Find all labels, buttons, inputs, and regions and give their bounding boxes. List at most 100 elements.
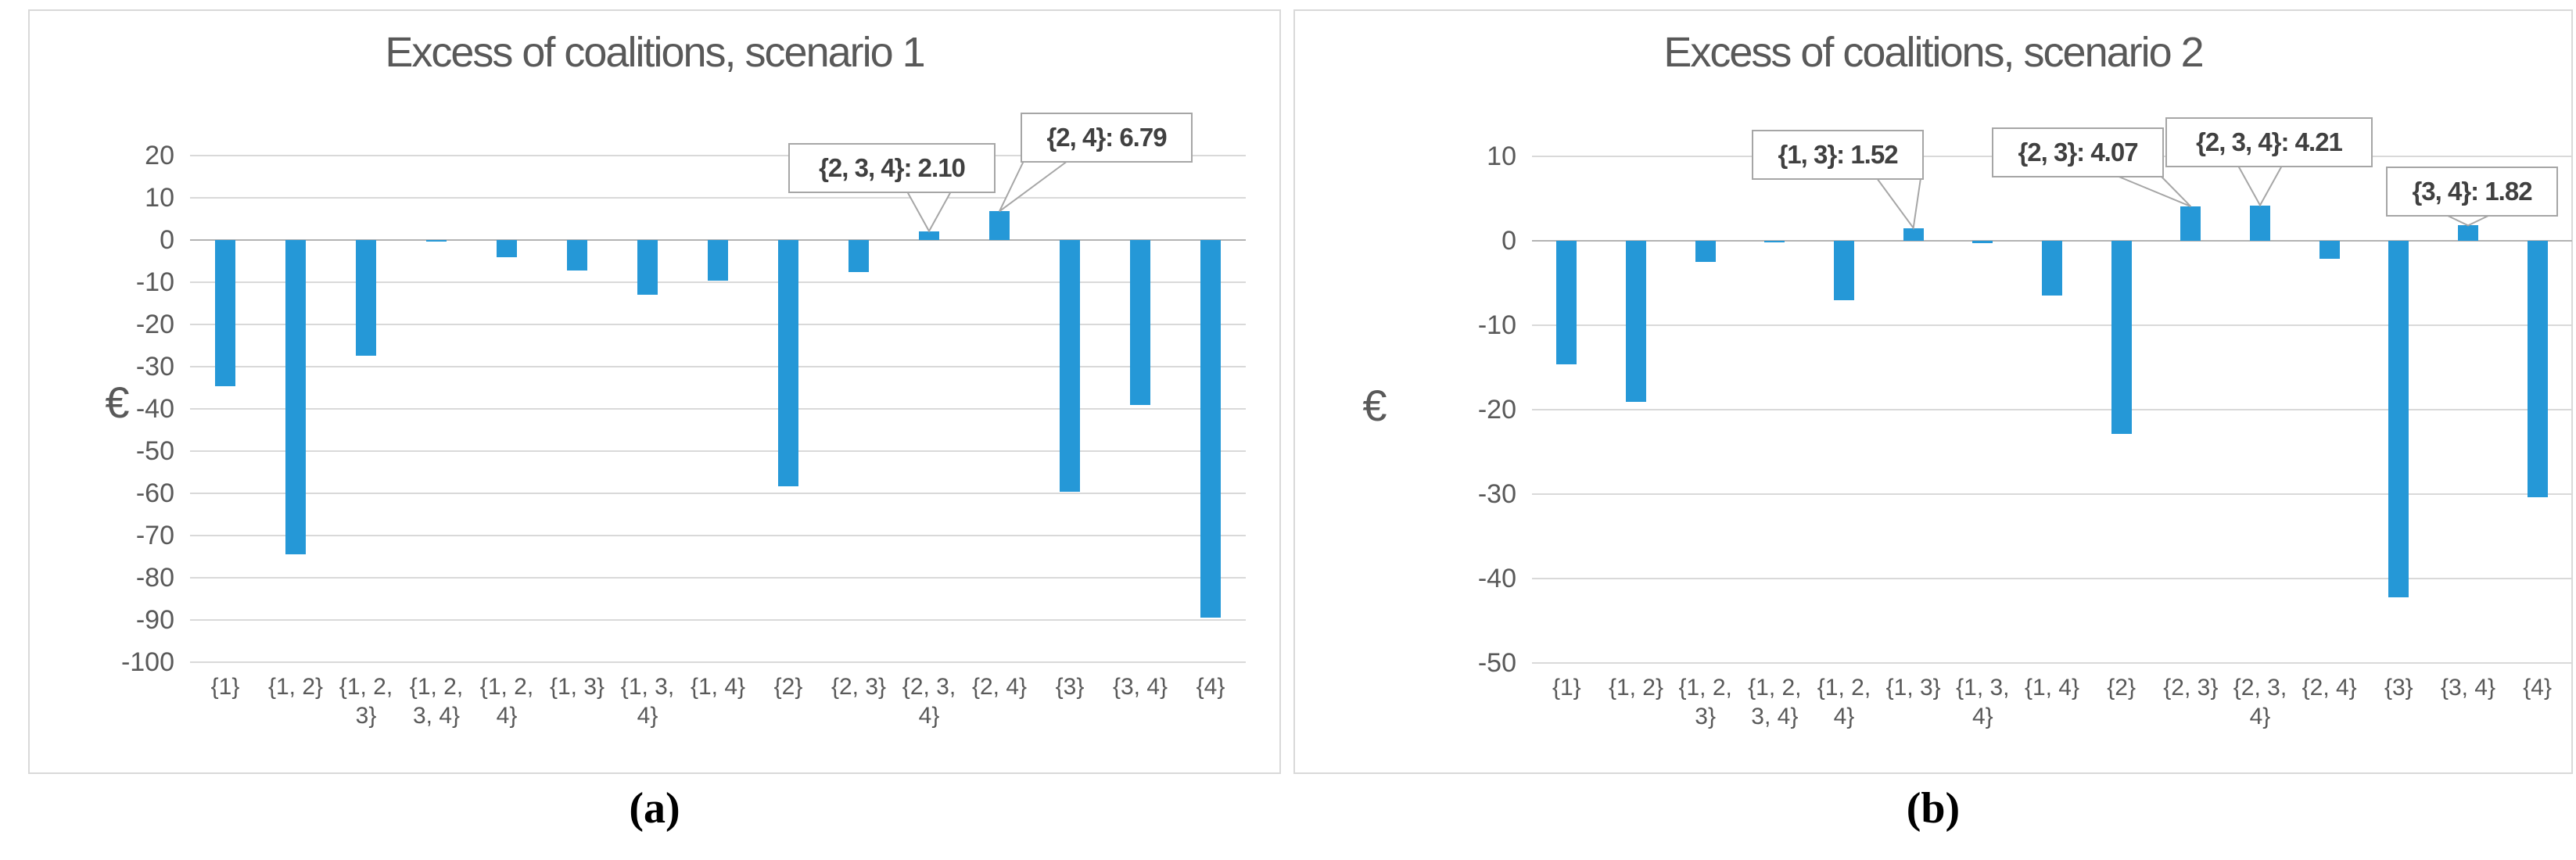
bar [497, 240, 517, 257]
x-tick-label: {1, 2, 3} [1678, 675, 1732, 729]
bar [2111, 241, 2132, 435]
callout-pointer [1876, 177, 1921, 231]
x-tick-label: {2, 3} [2163, 675, 2219, 701]
subfigure-caption-b: (b) [1906, 784, 1961, 833]
x-tick-label: {2, 3, 4} [2233, 675, 2287, 729]
y-tick-label: 10 [145, 183, 174, 213]
bar [989, 211, 1010, 240]
chart-title: Excess of coalitions, scenario 1 [385, 29, 925, 76]
bar [2250, 205, 2270, 241]
y-tick-label: 10 [1487, 142, 1516, 171]
x-tick-label: {1, 4} [690, 674, 746, 700]
data-label-callout: {2, 3}: 4.07 [1992, 127, 2164, 177]
bar [1903, 228, 1924, 241]
x-tick-label: {1, 2, 3} [339, 674, 393, 729]
gridline [190, 197, 1246, 199]
gridline [190, 577, 1246, 579]
bar [1972, 241, 1993, 244]
gridline [1532, 493, 2572, 495]
x-tick-label: {1, 2} [267, 674, 324, 700]
gridline [1532, 578, 2572, 579]
bar [778, 240, 798, 486]
x-tick-label: {2} [2107, 675, 2137, 701]
bar [285, 240, 306, 555]
bar [1130, 240, 1150, 406]
x-tick-label: {2, 3, 4} [902, 674, 956, 729]
x-tick-label: {1} [1552, 675, 1581, 701]
bar [1060, 240, 1080, 492]
bar [1626, 241, 1646, 403]
bar [1764, 241, 1785, 243]
gridline [1532, 662, 2572, 664]
bar [919, 231, 939, 240]
bar [215, 240, 235, 387]
y-tick-label: -10 [1477, 310, 1516, 340]
bar [356, 240, 376, 356]
data-label-callout: {2, 3, 4}: 4.21 [2165, 117, 2373, 167]
x-tick-label: {1, 3, 4} [620, 674, 675, 729]
callout-pointer [2445, 214, 2491, 227]
plot-area: 20 10 0 -10 -20 -30 -40 -50 -60 -70 -80 -90 -100 {1} {… [121, 113, 1246, 729]
y-tick-label: -100 [120, 647, 174, 677]
bar [2180, 206, 2201, 241]
x-tick-label: {3, 4} [2440, 675, 2496, 701]
x-tick-label: {1, 2, 3, 4} [409, 674, 464, 729]
gridline [190, 366, 1246, 367]
gridline [190, 619, 1246, 621]
y-tick-label: -30 [135, 352, 174, 382]
x-tick-label: {2} [773, 674, 803, 700]
callout-pointer [999, 160, 1068, 213]
x-tick-label: {2, 4} [971, 674, 1028, 700]
x-tick-label: {4} [1196, 674, 1225, 700]
bar [2527, 241, 2548, 498]
y-tick-label: -50 [1477, 648, 1516, 678]
x-tick-label: {1, 2, 4} [1817, 675, 1871, 729]
y-tick-label: -50 [135, 436, 174, 466]
x-tick-label: {1, 4} [2024, 675, 2080, 701]
gridline [190, 661, 1246, 663]
data-label-callout: {2, 4}: 6.79 [1021, 113, 1193, 163]
bar [2458, 225, 2478, 241]
x-tick-label: {3, 4} [1112, 674, 1168, 700]
y-tick-label: -20 [1477, 395, 1516, 425]
bar [1200, 240, 1221, 618]
x-tick-label: {4} [2523, 675, 2553, 701]
x-tick-label: {2, 3} [831, 674, 887, 700]
gridline [190, 535, 1246, 536]
data-label-callout: {2, 3, 4}: 2.10 [788, 143, 996, 193]
x-tick-label: {1, 3, 4} [1956, 675, 2010, 729]
data-label-callout: {1, 3}: 1.52 [1752, 130, 1924, 180]
y-axis-unit-label: € [1362, 381, 1387, 430]
gridline [190, 281, 1246, 283]
callout-pointer [2116, 175, 2192, 207]
bar [2388, 241, 2409, 597]
y-tick-label: -20 [135, 310, 174, 339]
y-tick-label: -90 [135, 605, 174, 635]
x-tick-label: {2, 4} [2302, 675, 2357, 701]
y-tick-label: 0 [1501, 226, 1516, 256]
chart-title: Excess of coalitions, scenario 2 [1663, 29, 2204, 76]
bar [1695, 241, 1716, 262]
gridline [190, 493, 1246, 494]
y-tick-label: -10 [135, 267, 174, 297]
gridline [190, 450, 1246, 452]
x-tick-label: {1, 3} [549, 674, 605, 700]
subfigure-caption-a: (a) [629, 784, 680, 833]
y-tick-label: -30 [1477, 479, 1516, 509]
y-axis-unit-label: € [105, 378, 130, 427]
y-tick-label: -40 [1477, 564, 1516, 593]
gridline [1532, 409, 2572, 410]
x-tick-label: {1, 3} [1885, 675, 1941, 701]
bar [2319, 241, 2340, 259]
x-tick-label: {1} [210, 674, 240, 700]
bar [2042, 241, 2062, 296]
gridline [190, 324, 1246, 325]
chart-panel-b: Excess of coalitions, scenario 2 € 10 0 -1… [1293, 9, 2573, 774]
gridline [190, 408, 1246, 410]
bar [637, 240, 658, 295]
bar [849, 240, 869, 272]
x-tick-label: {3} [1055, 674, 1085, 700]
x-tick-label: {1, 2} [1608, 675, 1664, 701]
x-tick-label: {3} [2384, 675, 2413, 701]
bar [708, 240, 728, 281]
